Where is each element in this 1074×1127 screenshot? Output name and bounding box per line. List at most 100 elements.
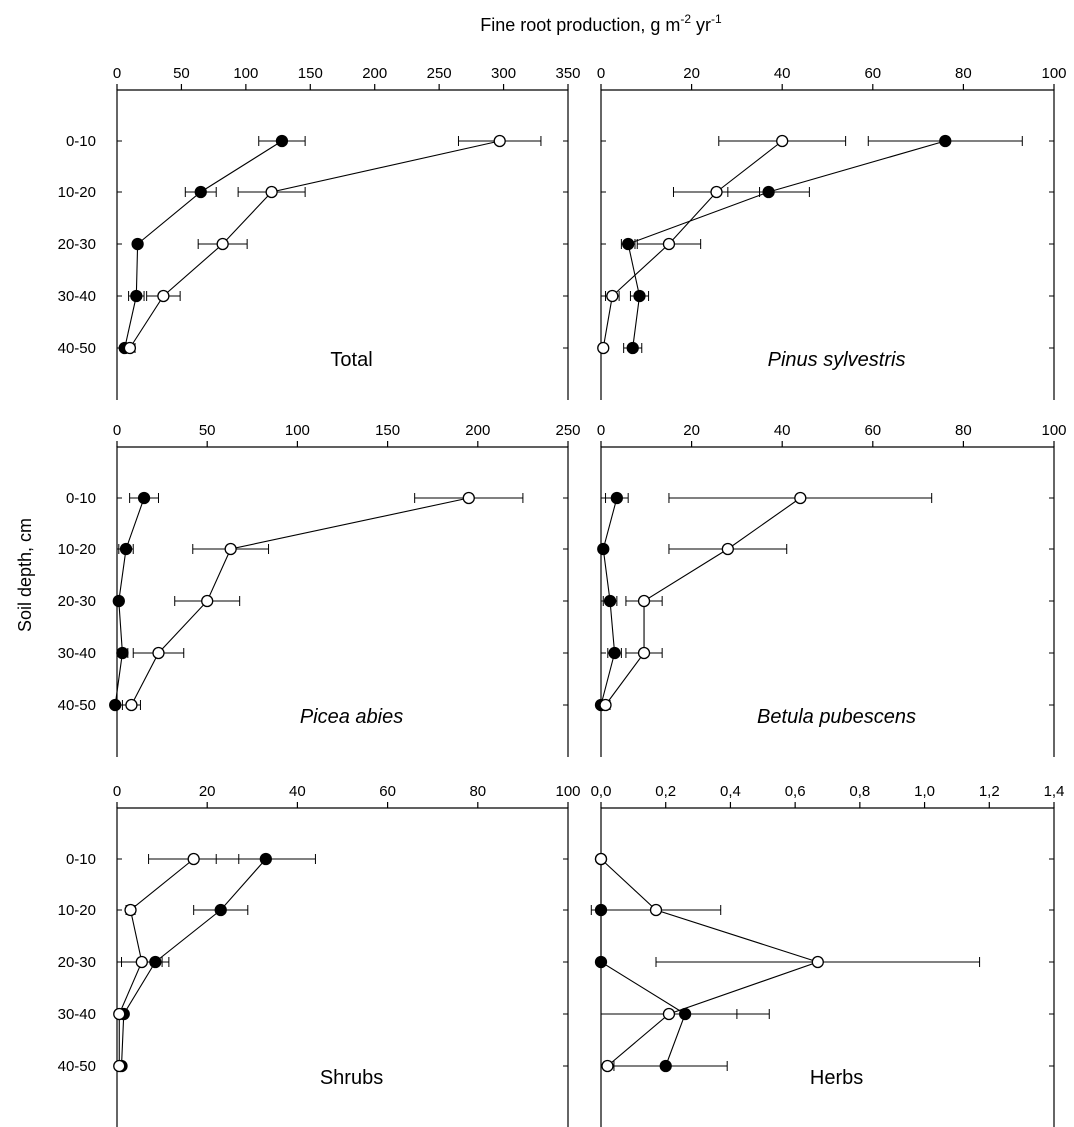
series-open bbox=[597, 134, 847, 355]
series-open bbox=[123, 134, 542, 355]
data-point bbox=[157, 289, 170, 303]
x-tick-label: 1,4 bbox=[1044, 783, 1065, 800]
panel-frame bbox=[600, 446, 1055, 757]
depth-label: 40-50 bbox=[58, 1058, 96, 1075]
data-point bbox=[659, 1059, 672, 1073]
x-tick-label: 80 bbox=[955, 65, 972, 82]
data-point bbox=[135, 955, 148, 969]
panel-title: Picea abies bbox=[300, 706, 403, 728]
data-point bbox=[633, 289, 646, 303]
x-tick-label: 80 bbox=[955, 422, 972, 439]
series-filled bbox=[109, 491, 159, 712]
depth-label: 40-50 bbox=[58, 340, 96, 357]
x-tick-label: 350 bbox=[555, 65, 580, 82]
data-point bbox=[603, 594, 617, 608]
data-point bbox=[201, 594, 214, 608]
data-point bbox=[124, 903, 137, 917]
x-tick-label: 100 bbox=[233, 65, 258, 82]
data-point bbox=[112, 594, 125, 608]
depth-label: 30-40 bbox=[58, 1006, 96, 1023]
data-point bbox=[811, 955, 824, 969]
data-point bbox=[610, 491, 624, 505]
panel-6: 0,0 0,2 0,4 0,6 0,8 1,0 1,2 1,4 Herbs bbox=[591, 783, 1065, 1127]
panel-1: 0 50 100 150 200 250 300 350 0-10 10-20 20-30 30-40… bbox=[58, 65, 581, 400]
data-point bbox=[123, 341, 137, 355]
series-open bbox=[113, 852, 240, 1073]
x-tick-label: 200 bbox=[362, 65, 387, 82]
data-point bbox=[131, 237, 144, 251]
depth-label: 10-20 bbox=[58, 541, 96, 558]
data-point bbox=[662, 237, 676, 251]
y-axis-title: Soil depth, cm bbox=[15, 518, 35, 632]
x-tick-label: 100 bbox=[1041, 65, 1066, 82]
series-open bbox=[121, 491, 524, 712]
depth-label: 20-30 bbox=[58, 593, 96, 610]
data-point bbox=[626, 341, 639, 355]
data-point bbox=[113, 1059, 126, 1073]
x-tick-label: 300 bbox=[491, 65, 516, 82]
x-tick-label: 200 bbox=[465, 422, 490, 439]
panel-title: Total bbox=[330, 349, 372, 371]
data-point bbox=[637, 646, 651, 660]
data-point bbox=[214, 903, 227, 917]
x-tick-label: 40 bbox=[289, 783, 306, 800]
data-point bbox=[762, 185, 775, 199]
x-tick-label: 150 bbox=[298, 65, 323, 82]
depth-label: 30-40 bbox=[58, 645, 96, 662]
panel-2: 0 20 40 60 80 100 Pinus sylvestris bbox=[597, 65, 1067, 400]
panel-title: Pinus sylvestris bbox=[768, 349, 906, 371]
data-point bbox=[119, 542, 133, 556]
x-tick-label: 0,8 bbox=[849, 783, 870, 800]
x-tick-label: 20 bbox=[683, 65, 700, 82]
data-point bbox=[597, 542, 610, 556]
panel-title: Herbs bbox=[810, 1067, 863, 1089]
data-point bbox=[275, 134, 289, 148]
data-point bbox=[637, 594, 651, 608]
depth-label: 30-40 bbox=[58, 288, 96, 305]
x-tick-label: 60 bbox=[864, 422, 881, 439]
data-point bbox=[265, 185, 278, 199]
data-point bbox=[125, 698, 138, 712]
data-point bbox=[194, 185, 207, 199]
x-tick-label: 20 bbox=[683, 422, 700, 439]
panels: 0 50 100 150 200 250 300 3500-1010-2020-3030-40… bbox=[58, 65, 1067, 1127]
data-point bbox=[216, 237, 229, 251]
depth-label: 20-30 bbox=[58, 954, 96, 971]
series-line bbox=[129, 140, 500, 349]
series-filled bbox=[118, 134, 306, 355]
x-tick-label: 0,0 bbox=[591, 783, 612, 800]
data-point bbox=[493, 134, 506, 148]
data-point bbox=[130, 289, 143, 303]
x-tick-label: 40 bbox=[774, 422, 791, 439]
panel-frame bbox=[600, 89, 1055, 400]
panel-frame bbox=[116, 807, 569, 1127]
data-point bbox=[187, 852, 200, 866]
x-tick-label: 50 bbox=[173, 65, 190, 82]
x-tick-label: 60 bbox=[379, 783, 396, 800]
x-tick-label: 0 bbox=[113, 422, 121, 439]
data-point bbox=[594, 852, 608, 866]
data-point bbox=[462, 491, 475, 505]
data-point bbox=[597, 341, 610, 355]
depth-label: 10-20 bbox=[58, 184, 96, 201]
data-point bbox=[109, 698, 122, 712]
data-point bbox=[649, 903, 663, 917]
panel-title: Betula pubescens bbox=[757, 706, 916, 728]
depth-label: 40-50 bbox=[58, 697, 96, 714]
depth-label: 0-10 bbox=[66, 490, 96, 507]
x-tick-label: 0,6 bbox=[785, 783, 806, 800]
data-point bbox=[113, 1007, 126, 1021]
x-tick-label: 250 bbox=[555, 422, 580, 439]
data-point bbox=[116, 646, 129, 660]
data-point bbox=[594, 955, 608, 969]
panel-frame bbox=[116, 89, 569, 400]
x-tick-label: 0 bbox=[113, 65, 121, 82]
x-tick-label: 0 bbox=[597, 65, 605, 82]
x-tick-label: 0 bbox=[113, 783, 121, 800]
data-point bbox=[794, 491, 807, 505]
data-point bbox=[224, 542, 237, 556]
data-point bbox=[721, 542, 734, 556]
depth-label: 0-10 bbox=[66, 851, 96, 868]
data-point bbox=[662, 1007, 676, 1021]
x-tick-label: 0,2 bbox=[655, 783, 676, 800]
